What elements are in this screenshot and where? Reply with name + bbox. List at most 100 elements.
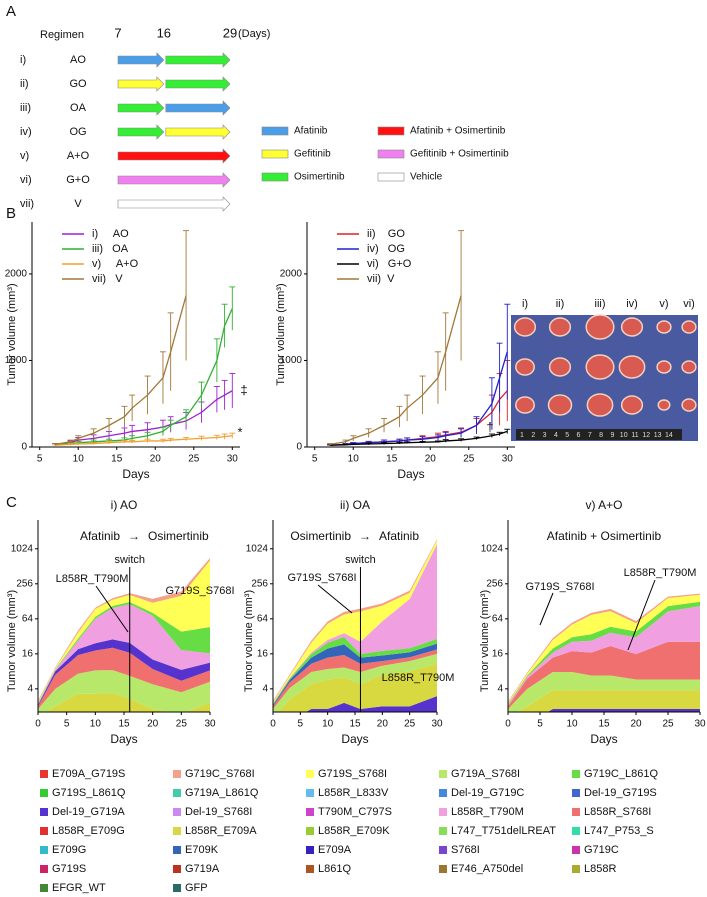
legend-label: E709K bbox=[185, 844, 219, 856]
legend-label: v) A+O bbox=[92, 258, 139, 270]
legend-swatch bbox=[173, 865, 181, 873]
y-axis-label: Tumor volume (mm³) bbox=[243, 590, 255, 692]
row-number: ii) bbox=[20, 78, 29, 90]
legend-label: G719A_L861Q bbox=[185, 787, 259, 799]
error-bar bbox=[221, 433, 228, 440]
error-bar bbox=[167, 419, 174, 431]
leader-line bbox=[317, 584, 353, 614]
legend-swatch bbox=[40, 770, 48, 778]
error-bar bbox=[396, 441, 403, 444]
leader-line bbox=[95, 585, 129, 633]
area-layer bbox=[38, 670, 210, 712]
chart-title: v) A+O bbox=[585, 498, 622, 512]
y-tick-label: 256 bbox=[486, 578, 503, 589]
x-tick-label: 20 bbox=[377, 719, 389, 730]
legend-swatch bbox=[173, 884, 181, 892]
regimen-arrow bbox=[117, 196, 231, 212]
subtitle: Osimertinib bbox=[148, 529, 209, 543]
panel-label: A bbox=[6, 3, 16, 20]
y-tick-label: 64 bbox=[22, 613, 34, 624]
x-tick-label: 20 bbox=[147, 719, 159, 730]
legend-swatch bbox=[439, 846, 447, 854]
ruler-number: 5 bbox=[565, 432, 569, 439]
error-bar bbox=[473, 436, 480, 440]
legend-swatch bbox=[377, 172, 405, 182]
legend-label: G719C bbox=[584, 844, 619, 856]
annotation: L858R_T790M bbox=[382, 672, 455, 684]
ruler-number: 4 bbox=[554, 432, 558, 439]
legend-label: T790M_C797S bbox=[318, 806, 392, 818]
row-name: GO bbox=[69, 78, 87, 90]
error-bar bbox=[129, 440, 136, 444]
error-bar bbox=[121, 427, 128, 439]
legend-label: vii) V bbox=[92, 273, 123, 285]
tumor bbox=[547, 394, 573, 416]
error-bar bbox=[221, 379, 228, 410]
ruler-number: 9 bbox=[610, 432, 614, 439]
row-name: A+O bbox=[67, 150, 90, 162]
legend-label: S768I bbox=[451, 844, 480, 856]
error-bar bbox=[129, 394, 136, 422]
error-bar bbox=[419, 440, 426, 444]
area-layer bbox=[306, 696, 437, 712]
legend-label: G719S_S768I bbox=[318, 768, 387, 780]
error-bar bbox=[75, 435, 82, 441]
photo-label: i) bbox=[522, 298, 528, 310]
ruler bbox=[516, 429, 682, 440]
x-tick-label: 15 bbox=[386, 454, 398, 465]
x-tick-label: 30 bbox=[694, 719, 706, 730]
error-bar bbox=[350, 443, 357, 445]
y-axis-label: Tumor volume (mm³) bbox=[6, 590, 18, 692]
tumor bbox=[657, 399, 671, 411]
regimen-arrow bbox=[117, 100, 165, 116]
legend-label: Del-19_G719S bbox=[584, 787, 657, 799]
legend-swatch bbox=[173, 770, 181, 778]
legend-label: E709A_G719S bbox=[52, 768, 125, 780]
legend-label: Vehicle bbox=[410, 172, 443, 183]
x-tick-label: 5 bbox=[298, 719, 304, 730]
error-bar bbox=[221, 303, 228, 348]
y-tick-label: 64 bbox=[257, 613, 269, 624]
error-bar bbox=[496, 431, 503, 436]
row-name: AO bbox=[70, 54, 86, 66]
legend-swatch bbox=[40, 865, 48, 873]
x-axis-label: Days bbox=[590, 732, 617, 746]
leader-line bbox=[539, 592, 554, 626]
x-tick-label: 5 bbox=[64, 719, 70, 730]
switch-label: switch bbox=[114, 554, 145, 566]
legend-label: L858R_T790M bbox=[451, 806, 524, 818]
area-layer bbox=[273, 643, 437, 707]
legend-label: Del-19_G719C bbox=[451, 787, 524, 799]
x-tick-label: 25 bbox=[176, 719, 188, 730]
error-bar bbox=[159, 351, 166, 404]
legend-swatch bbox=[306, 789, 314, 797]
x-tick-label: 10 bbox=[348, 454, 360, 465]
row-number: i) bbox=[20, 54, 26, 66]
ruler-number: 2 bbox=[531, 432, 535, 439]
error-bar bbox=[106, 440, 113, 444]
x-tick-label: 5 bbox=[312, 454, 318, 465]
y-axis-label: Tumor volume (mm³) bbox=[275, 283, 287, 385]
area-layer bbox=[273, 540, 437, 703]
legend-label: i) AO bbox=[92, 228, 129, 240]
error-bar bbox=[365, 428, 372, 438]
error-bar bbox=[144, 438, 151, 443]
area-layer bbox=[273, 544, 437, 704]
error-bar bbox=[365, 442, 372, 445]
legend-swatch bbox=[261, 126, 289, 136]
x-tick-label: 5 bbox=[537, 719, 543, 730]
error-bar bbox=[90, 428, 97, 438]
legend-swatch bbox=[173, 789, 181, 797]
area-layer bbox=[46, 692, 210, 712]
tumor bbox=[620, 395, 644, 415]
y-tick-label: 4 bbox=[262, 683, 268, 694]
error-bar bbox=[229, 286, 236, 331]
error-bar bbox=[458, 230, 465, 361]
error-bar bbox=[159, 438, 166, 443]
chart-title: i) AO bbox=[111, 498, 138, 512]
area-layer bbox=[273, 649, 437, 710]
tumor bbox=[656, 360, 672, 374]
legend-swatch bbox=[173, 808, 181, 816]
annotation: G719S_S768I bbox=[525, 581, 594, 593]
